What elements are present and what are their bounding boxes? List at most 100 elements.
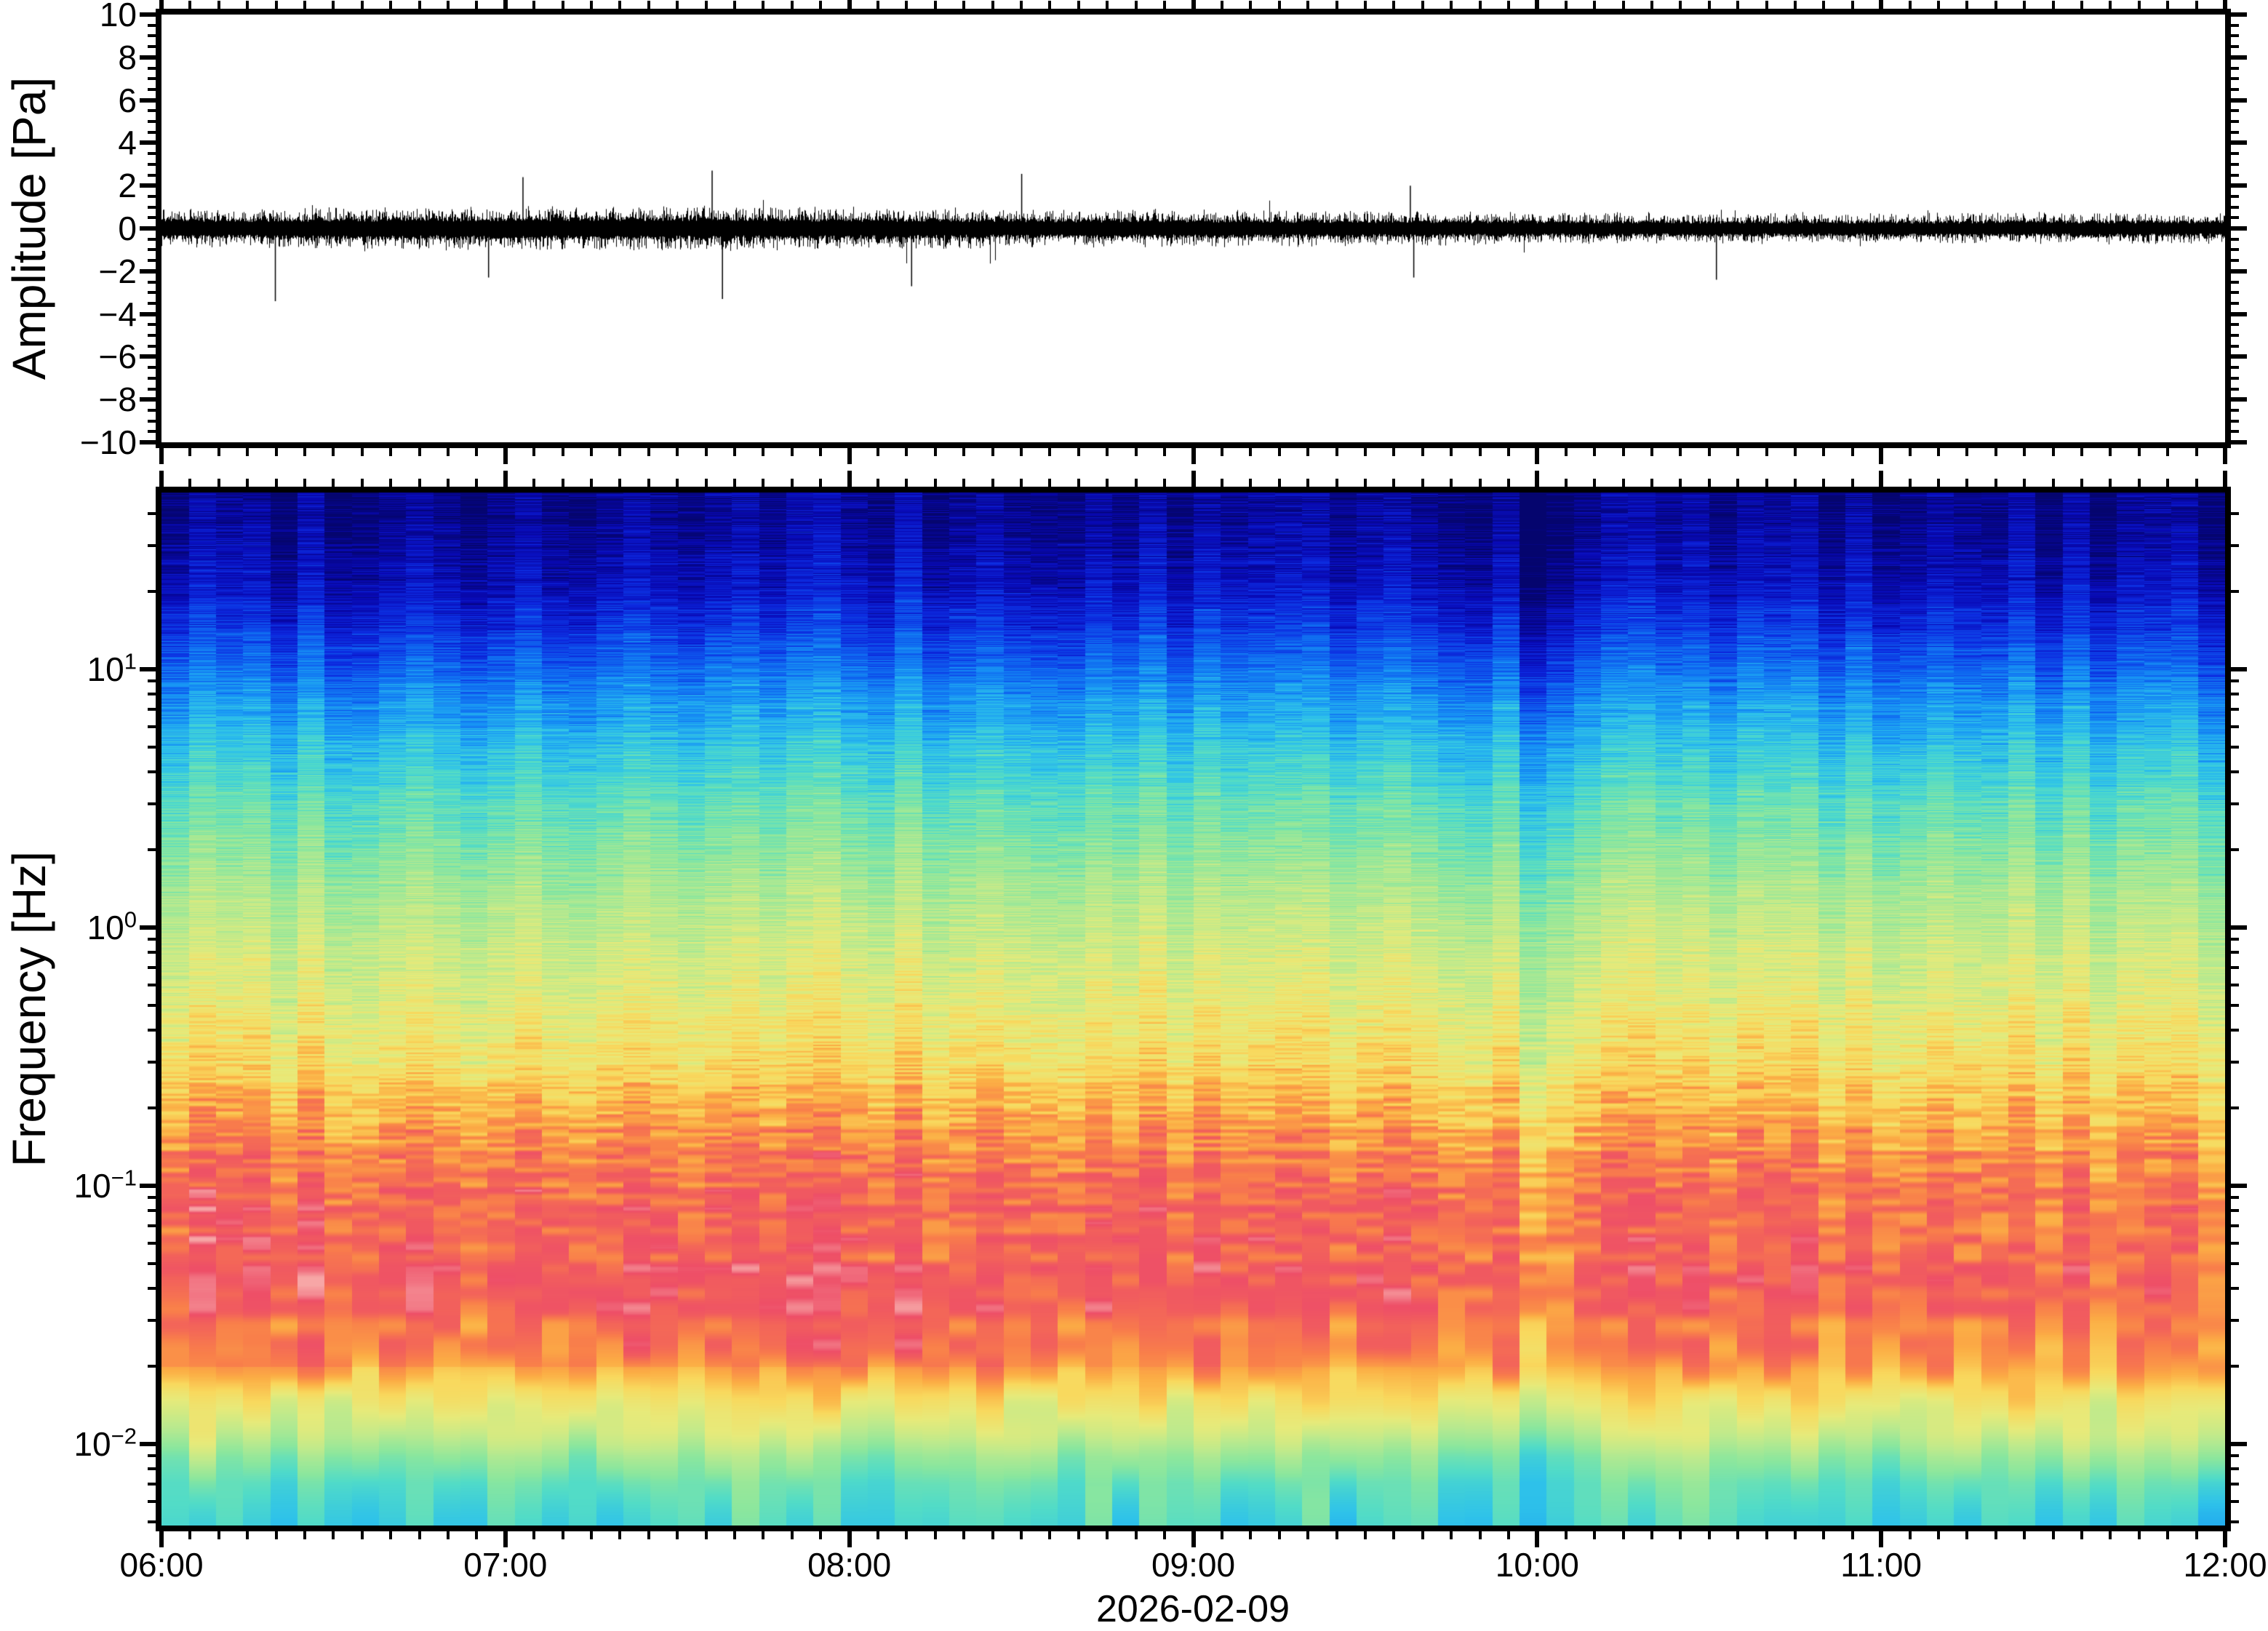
tick-mark (590, 1531, 594, 1539)
tick-mark (1450, 1531, 1453, 1539)
amplitude-tick-label: 4 (118, 124, 137, 162)
tick-mark (877, 1531, 880, 1539)
tick-mark (2166, 1, 2170, 9)
tick-mark (447, 1, 450, 9)
tick-mark (2080, 448, 2083, 456)
tick-mark (148, 334, 156, 337)
tick-mark (2231, 12, 2247, 17)
tick-mark (246, 1531, 249, 1539)
tick-mark (1392, 1, 1396, 9)
tick-mark (2231, 408, 2239, 412)
tick-mark (140, 354, 156, 359)
tick-mark (332, 448, 335, 456)
tick-mark (475, 479, 479, 487)
tick-mark (1106, 1, 1109, 9)
tick-mark (148, 344, 156, 348)
tick-mark (933, 448, 937, 456)
tick-mark (148, 1454, 156, 1458)
tick-mark (140, 183, 156, 188)
tick-mark (1077, 1531, 1080, 1539)
tick-mark (2109, 1, 2112, 9)
tick-mark (2231, 1454, 2239, 1458)
tick-mark (905, 1, 909, 9)
tick-mark (1048, 448, 1052, 456)
tick-mark (2231, 344, 2239, 348)
tick-mark (140, 140, 156, 145)
amplitude-tick-label: 0 (118, 210, 137, 247)
tick-mark (1306, 1, 1310, 9)
tick-mark (2231, 259, 2239, 263)
tick-mark (1077, 448, 1080, 456)
tick-mark (2231, 45, 2239, 49)
tick-mark (1535, 1531, 1540, 1547)
tick-mark (148, 679, 156, 683)
tick-mark (790, 1531, 794, 1539)
tick-mark (1535, 471, 1540, 487)
tick-mark (148, 87, 156, 91)
tick-mark (762, 479, 765, 487)
tick-mark (140, 925, 156, 930)
tick-mark (2231, 183, 2247, 188)
tick-mark (2231, 1287, 2239, 1291)
tick-mark (2231, 216, 2239, 220)
tick-mark (303, 1531, 306, 1539)
tick-mark (561, 479, 564, 487)
tick-mark (1564, 479, 1568, 487)
tick-mark (2231, 1467, 2239, 1471)
tick-mark (762, 1531, 765, 1539)
tick-mark (676, 448, 679, 456)
tick-mark (303, 479, 306, 487)
tick-mark (590, 1, 594, 9)
tick-mark (1450, 479, 1453, 487)
tick-mark (2195, 1, 2198, 9)
tick-mark (1048, 479, 1052, 487)
tick-mark (2231, 354, 2247, 359)
tick-mark (1450, 1, 1453, 9)
tick-mark (704, 448, 708, 456)
tick-mark (1793, 448, 1797, 456)
tick-mark (1306, 448, 1310, 456)
tick-mark (1908, 448, 1912, 456)
tick-mark (1134, 1531, 1138, 1539)
tick-mark (148, 120, 156, 123)
tick-mark (148, 248, 156, 252)
tick-mark (360, 448, 364, 456)
tick-mark (188, 479, 192, 487)
tick-mark (332, 1, 335, 9)
tick-mark (303, 1, 306, 9)
tick-mark (1335, 1, 1338, 9)
tick-mark (2231, 848, 2239, 851)
tick-mark (148, 1241, 156, 1245)
tick-mark (532, 448, 536, 456)
tick-mark (1850, 448, 1854, 456)
tick-mark (1392, 448, 1396, 456)
tick-mark (148, 366, 156, 370)
tick-mark (148, 951, 156, 954)
tick-mark (1421, 448, 1424, 456)
tick-mark (140, 55, 156, 60)
tick-mark (704, 1531, 708, 1539)
tick-mark (1879, 1531, 1884, 1547)
tick-mark (2195, 479, 2198, 487)
amplitude-tick-label: −10 (79, 423, 137, 461)
tick-mark (148, 45, 156, 49)
tick-mark (2231, 1209, 2239, 1213)
tick-mark (1736, 1, 1740, 9)
tick-mark (1535, 0, 1540, 9)
tick-mark (2080, 1531, 2083, 1539)
tick-mark (2231, 248, 2239, 252)
tick-mark (159, 448, 164, 464)
tick-mark (1134, 448, 1138, 456)
tick-mark (418, 1, 421, 9)
tick-mark (140, 440, 156, 444)
tick-mark (933, 479, 937, 487)
tick-mark (2231, 120, 2239, 123)
tick-mark (1392, 479, 1396, 487)
tick-mark (1277, 1, 1281, 9)
tick-mark (148, 965, 156, 969)
tick-mark (1363, 1531, 1367, 1539)
amplitude-tick-label: −6 (98, 338, 137, 376)
tick-mark (389, 1531, 393, 1539)
tick-mark (188, 1, 192, 9)
